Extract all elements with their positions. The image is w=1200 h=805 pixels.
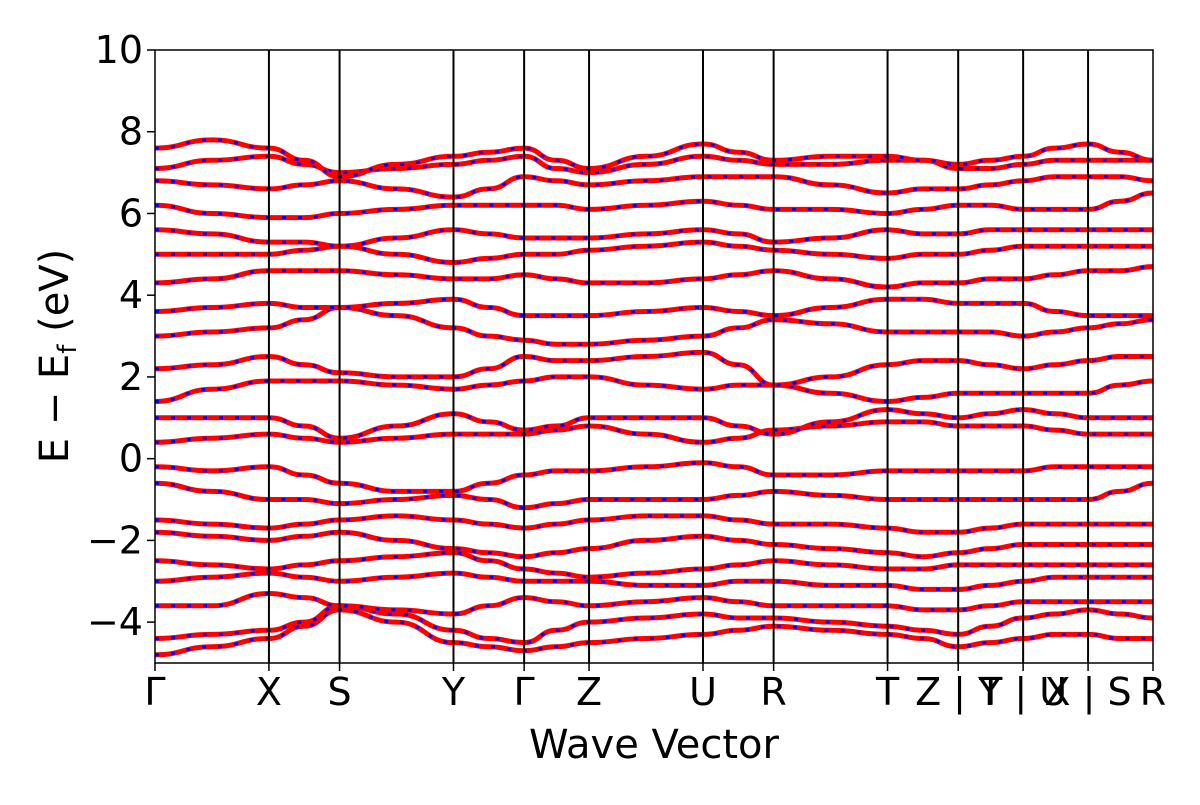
band-line-7 <box>155 480 1153 511</box>
x-tick-label-7: R <box>760 670 786 714</box>
band-line-2 <box>155 590 1153 617</box>
bands-layer <box>155 137 1153 658</box>
y-tick-label-2: 0 <box>119 437 143 481</box>
band-line-8 <box>155 460 1153 494</box>
x-tick-label-6: U <box>689 670 717 714</box>
x-tick-label-10: T | U <box>978 670 1067 715</box>
x-tick-label-4: Γ <box>514 670 535 714</box>
x-tick-label-1: X <box>256 670 282 714</box>
band-line-16 <box>155 239 1153 266</box>
x-tick-label-5: Z <box>576 670 602 714</box>
band-line-3 <box>155 570 1153 592</box>
x-tick-label-8: T <box>875 670 900 714</box>
x-tick-label-12: R <box>1140 670 1166 714</box>
kpoint-divider-lines <box>267 50 1090 663</box>
x-tick-label-9: Z | Y <box>915 670 1002 715</box>
y-tick-label-7: 10 <box>95 28 143 72</box>
y-axis-title: E − Ef (eV) <box>32 249 83 464</box>
y-tick-label-6: 8 <box>119 110 143 154</box>
x-tick-label-2: S <box>327 670 351 714</box>
y-axis-title-sub: f <box>53 344 83 354</box>
x-tick-label-3: Y <box>441 670 466 714</box>
y-axis-title-main: E − E <box>32 354 78 464</box>
y-tick-label-3: 2 <box>119 355 143 399</box>
y-axis-title-unit: (eV) <box>32 249 78 345</box>
band-line-6 <box>155 513 1153 535</box>
plot-frame <box>154 49 1154 664</box>
x-axis-title: Wave Vector <box>529 722 780 768</box>
band-line-19 <box>155 174 1153 200</box>
x-tick-label-11: X | S <box>1044 670 1131 715</box>
y-tick-label-5: 6 <box>119 191 143 235</box>
band-line-4 <box>155 550 1153 580</box>
band-line-14 <box>155 296 1153 319</box>
band-line-21 <box>155 137 1153 180</box>
y-tick-label-4: 4 <box>119 273 143 317</box>
x-tick-label-0: Γ <box>144 670 165 714</box>
band-dash-7 <box>155 481 1153 510</box>
band-line-11 <box>155 374 1153 405</box>
band-line-15 <box>155 264 1153 290</box>
y-axis-ticks: −4 −2 0 2 4 6 8 10 <box>87 28 155 644</box>
band-line-5 <box>155 529 1153 560</box>
y-tick-label-0: −4 <box>87 600 143 644</box>
y-tick-label-1: −2 <box>87 518 143 562</box>
